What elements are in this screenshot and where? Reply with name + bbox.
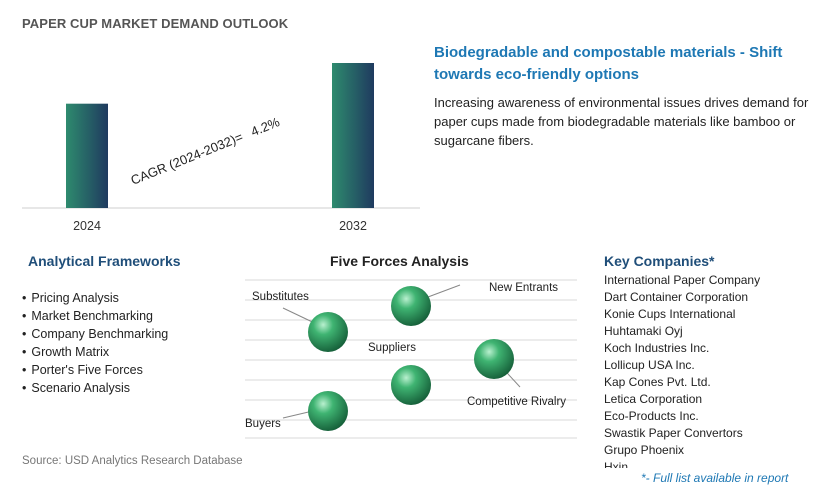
- framework-item: Scenario Analysis: [22, 379, 168, 397]
- sphere-competitive-rivalry: [474, 339, 514, 379]
- highlight-body: Increasing awareness of environmental is…: [434, 95, 809, 148]
- company-item: International Paper Company: [604, 273, 761, 287]
- label-substitutes: Substitutes: [252, 291, 309, 303]
- framework-item: Growth Matrix: [22, 343, 168, 361]
- framework-item: Company Benchmarking: [22, 325, 168, 343]
- companies-note: *- Full list available in report: [641, 471, 789, 485]
- highlight-title: Biodegradable and compostable materials …: [434, 44, 783, 83]
- companies-list: International Paper Company Dart Contain…: [604, 272, 824, 468]
- frameworks-list: Pricing Analysis Market Benchmarking Com…: [22, 289, 168, 397]
- source-note: Source: USD Analytics Research Database: [22, 455, 243, 467]
- company-item: Eco-Products Inc.: [604, 409, 699, 423]
- sphere-buyers: [308, 391, 348, 431]
- x-tick-label: 2032: [339, 219, 367, 233]
- cagr-annotation: CAGR (2024-2032)=4.2%: [129, 114, 283, 188]
- label-competitive-rivalry: Competitive Rivalry: [467, 396, 566, 408]
- framework-item: Market Benchmarking: [22, 307, 168, 325]
- grid-lines: [245, 279, 577, 439]
- company-item: Huhtamaki Oyj: [604, 324, 683, 338]
- company-item: Koch Industries Inc.: [604, 341, 710, 355]
- company-item: Dart Container Corporation: [604, 290, 749, 304]
- company-item: Swastik Paper Convertors: [604, 426, 743, 440]
- page-title: PAPER CUP MARKET DEMAND OUTLOOK: [22, 16, 289, 31]
- five-forces-diagram: Substitutes New Entrants Suppliers Compe…: [245, 279, 577, 439]
- label-buyers: Buyers: [245, 418, 281, 430]
- bar-2024: [66, 103, 108, 208]
- company-item: Grupo Phoenix: [604, 443, 685, 457]
- company-item: Hxin: [604, 460, 629, 468]
- sphere-new-entrants: [391, 286, 431, 326]
- five-forces-title: Five Forces Analysis: [330, 253, 469, 269]
- framework-item: Porter's Five Forces: [22, 361, 168, 379]
- frameworks-title: Analytical Frameworks: [28, 253, 181, 269]
- company-item: Konie Cups International: [604, 307, 736, 321]
- label-suppliers: Suppliers: [368, 342, 416, 354]
- company-item: Letica Corporation: [604, 392, 703, 406]
- sphere-suppliers: [391, 365, 431, 405]
- company-item: Kap Cones Pvt. Ltd.: [604, 375, 711, 389]
- x-tick-label: 2024: [73, 219, 101, 233]
- framework-item: Pricing Analysis: [22, 289, 168, 307]
- bar-2032: [332, 63, 374, 208]
- label-new-entrants: New Entrants: [489, 282, 558, 294]
- sphere-substitutes: [308, 312, 348, 352]
- company-item: Lollicup USA Inc.: [604, 358, 695, 372]
- bar-chart: 2024 2032 CAGR (2024-2032)=4.2%: [22, 63, 420, 233]
- companies-title: Key Companies*: [604, 253, 715, 269]
